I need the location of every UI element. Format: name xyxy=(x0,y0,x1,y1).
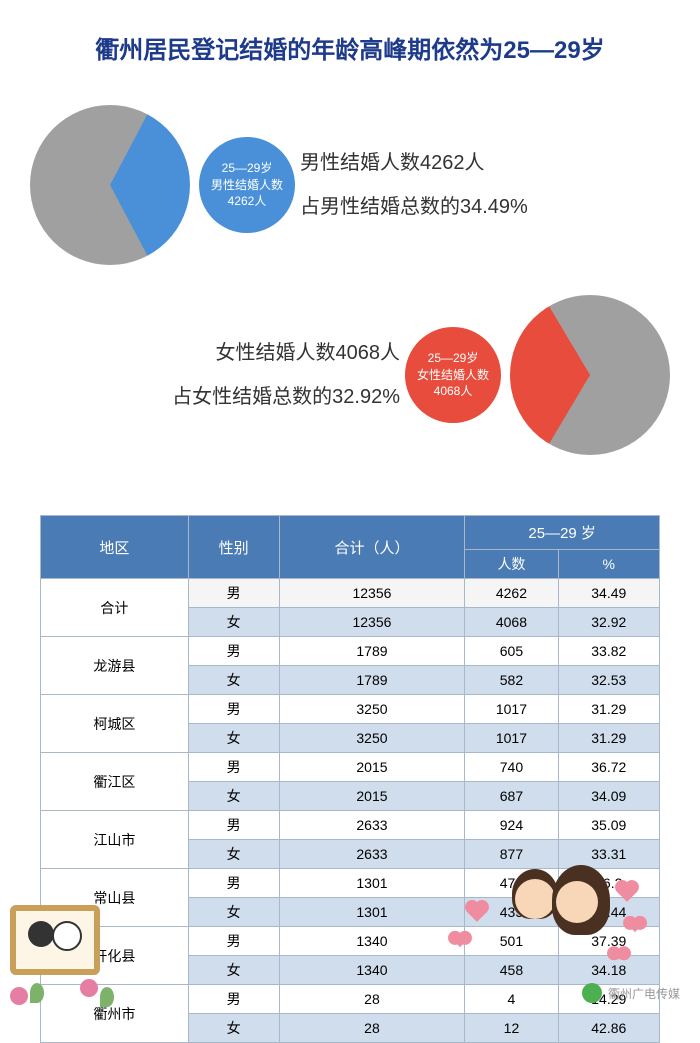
cell-gender: 女 xyxy=(188,956,279,985)
cell-count: 582 xyxy=(465,666,558,695)
th-age-group: 25—29 岁 xyxy=(465,516,660,550)
cell-count: 740 xyxy=(465,753,558,782)
wedding-frame-illustration xyxy=(10,905,120,1005)
cell-gender: 男 xyxy=(188,753,279,782)
male-chart-row: 25—29岁 男性结婚人数 4262人 男性结婚人数4262人 占男性结婚总数的… xyxy=(30,105,670,265)
female-text-line2: 占女性结婚总数的32.92% xyxy=(30,375,400,419)
cell-total: 1301 xyxy=(279,869,465,898)
cell-total: 3250 xyxy=(279,724,465,753)
cell-gender: 男 xyxy=(188,985,279,1014)
cell-count: 605 xyxy=(465,637,558,666)
cell-count: 4 xyxy=(465,985,558,1014)
cell-gender: 女 xyxy=(188,1014,279,1043)
cell-gender: 男 xyxy=(188,811,279,840)
cell-region: 江山市 xyxy=(41,811,189,869)
male-pie-wrap: 25—29岁 男性结婚人数 4262人 xyxy=(30,105,250,265)
cell-total: 1789 xyxy=(279,666,465,695)
cell-total: 1789 xyxy=(279,637,465,666)
male-text-line1: 男性结婚人数4262人 xyxy=(300,141,670,185)
female-chart-text: 女性结婚人数4068人 占女性结婚总数的32.92% xyxy=(30,331,430,419)
cell-total: 2633 xyxy=(279,811,465,840)
cell-total: 2633 xyxy=(279,840,465,869)
cell-count: 12 xyxy=(465,1014,558,1043)
cell-count: 1017 xyxy=(465,695,558,724)
female-label-line3: 4068人 xyxy=(434,383,473,400)
cell-total: 1340 xyxy=(279,956,465,985)
cell-pct: 32.53 xyxy=(558,666,659,695)
cell-region: 柯城区 xyxy=(41,695,189,753)
female-pie-chart xyxy=(510,295,670,455)
th-total: 合计（人） xyxy=(279,516,465,579)
cell-count: 1017 xyxy=(465,724,558,753)
female-chart-row: 25—29岁 女性结婚人数 4068人 女性结婚人数4068人 占女性结婚总数的… xyxy=(30,295,670,455)
cell-total: 12356 xyxy=(279,579,465,608)
cell-gender: 男 xyxy=(188,637,279,666)
th-percent: % xyxy=(558,550,659,579)
table-row: 合计男12356426234.49 xyxy=(41,579,660,608)
cell-total: 1340 xyxy=(279,927,465,956)
male-label-line1: 25—29岁 xyxy=(222,160,273,177)
cell-total: 28 xyxy=(279,1014,465,1043)
female-label-line2: 女性结婚人数 xyxy=(417,367,489,384)
male-chart-text: 男性结婚人数4262人 占男性结婚总数的34.49% xyxy=(270,141,670,229)
female-label-line1: 25—29岁 xyxy=(428,350,479,367)
cell-total: 3250 xyxy=(279,695,465,724)
cell-pct: 31.29 xyxy=(558,724,659,753)
cell-pct: 31.29 xyxy=(558,695,659,724)
cell-pct: 33.82 xyxy=(558,637,659,666)
female-pie-label: 25—29岁 女性结婚人数 4068人 xyxy=(405,327,501,423)
table-row: 衢江区男201574036.72 xyxy=(41,753,660,782)
table-row: 衢州市男28414.29 xyxy=(41,985,660,1014)
cell-gender: 女 xyxy=(188,608,279,637)
cell-gender: 女 xyxy=(188,666,279,695)
cell-region: 衢江区 xyxy=(41,753,189,811)
page-title: 衢州居民登记结婚的年龄高峰期依然为25—29岁 xyxy=(0,0,700,85)
male-pie-chart xyxy=(30,105,190,265)
cell-pct: 34.09 xyxy=(558,782,659,811)
charts-section: 25—29岁 男性结婚人数 4262人 男性结婚人数4262人 占男性结婚总数的… xyxy=(0,85,700,505)
cell-gender: 男 xyxy=(188,869,279,898)
male-text-line2: 占男性结婚总数的34.49% xyxy=(300,185,670,229)
cell-gender: 男 xyxy=(188,695,279,724)
th-gender: 性别 xyxy=(188,516,279,579)
cell-region: 龙游县 xyxy=(41,637,189,695)
cell-pct: 35.09 xyxy=(558,811,659,840)
cell-total: 2015 xyxy=(279,782,465,811)
cell-total: 28 xyxy=(279,985,465,1014)
couple-illustration xyxy=(490,865,640,985)
male-pie-label: 25—29岁 男性结婚人数 4262人 xyxy=(199,137,295,233)
cell-pct: 34.49 xyxy=(558,579,659,608)
cell-count: 924 xyxy=(465,811,558,840)
cell-total: 1301 xyxy=(279,898,465,927)
cell-count: 687 xyxy=(465,782,558,811)
cell-gender: 男 xyxy=(188,579,279,608)
cell-total: 12356 xyxy=(279,608,465,637)
cell-pct: 36.72 xyxy=(558,753,659,782)
cell-count: 4262 xyxy=(465,579,558,608)
male-label-line3: 4262人 xyxy=(228,193,267,210)
cell-pct: 42.86 xyxy=(558,1014,659,1043)
cell-pct: 32.92 xyxy=(558,608,659,637)
cell-count: 4068 xyxy=(465,608,558,637)
cell-total: 2015 xyxy=(279,753,465,782)
female-text-line1: 女性结婚人数4068人 xyxy=(30,331,400,375)
cell-gender: 女 xyxy=(188,898,279,927)
wechat-icon xyxy=(582,983,602,1003)
table-row: 龙游县男178960533.82 xyxy=(41,637,660,666)
th-region: 地区 xyxy=(41,516,189,579)
cell-gender: 女 xyxy=(188,782,279,811)
cell-gender: 女 xyxy=(188,840,279,869)
th-count: 人数 xyxy=(465,550,558,579)
source-watermark: 衢州广电传媒 xyxy=(582,983,680,1003)
cell-gender: 女 xyxy=(188,724,279,753)
table-row: 柯城区男3250101731.29 xyxy=(41,695,660,724)
table-row: 江山市男263392435.09 xyxy=(41,811,660,840)
watermark-text: 衢州广电传媒 xyxy=(608,985,680,1002)
female-pie-wrap: 25—29岁 女性结婚人数 4068人 xyxy=(450,295,670,455)
cell-region: 合计 xyxy=(41,579,189,637)
male-label-line2: 男性结婚人数 xyxy=(211,177,283,194)
cell-gender: 男 xyxy=(188,927,279,956)
